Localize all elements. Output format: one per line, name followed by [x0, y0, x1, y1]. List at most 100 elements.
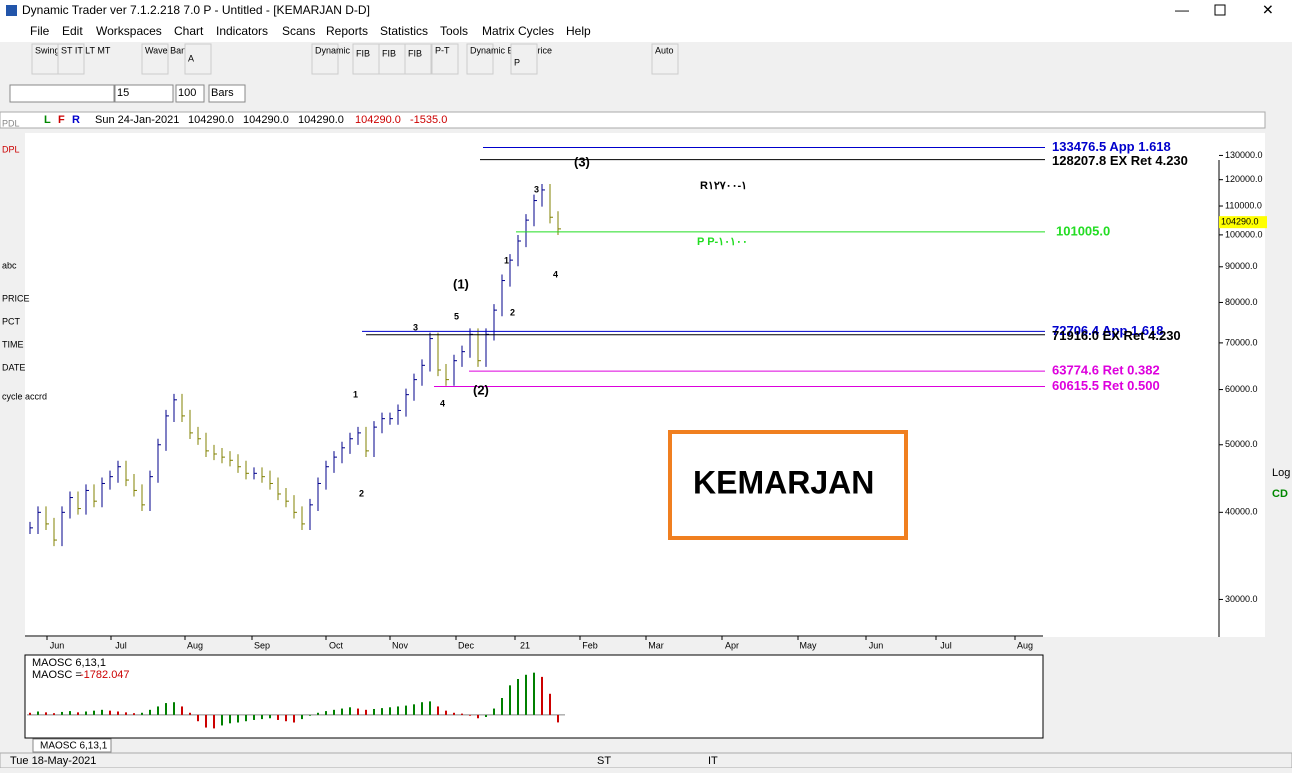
toolbar-label[interactable]: Dynamic Time [315, 45, 372, 55]
menu-item[interactable]: Scans [282, 24, 315, 38]
y-tick-label: 40000.0 [1225, 507, 1258, 517]
y-tick-label: 70000.0 [1225, 337, 1258, 347]
menu-item[interactable]: Workspaces [96, 24, 162, 38]
annotation: 2 [359, 488, 364, 498]
level-label: 128207.8 EX Ret 4.230 [1052, 153, 1188, 168]
annotation: 5 [454, 311, 459, 321]
y-tick-label: 130000.0 [1225, 150, 1263, 160]
x-tick-label: Aug [187, 640, 203, 650]
menu-item[interactable]: Help [566, 24, 591, 38]
side-tool[interactable]: PRICE [2, 293, 30, 303]
status-item: IT [708, 755, 718, 767]
x-tick-label: Aug [1017, 640, 1033, 650]
toolbar-button[interactable] [57, 43, 85, 75]
menu-item[interactable]: Reports [326, 24, 368, 38]
chart-area [25, 133, 1265, 637]
toolbar-button[interactable] [141, 43, 169, 75]
side-tool[interactable]: CD [1272, 488, 1288, 500]
info-low: 104290.0 [298, 114, 344, 126]
toolbar-input-text[interactable]: Bars [211, 87, 234, 99]
level-label: 133476.5 App 1.618 [1052, 139, 1171, 154]
toolbar-input-text[interactable]: 15 [117, 87, 129, 99]
toolbar-label[interactable]: ST IT LT MT [61, 45, 111, 55]
maximize[interactable] [1214, 4, 1226, 16]
toolbar-input[interactable] [175, 84, 205, 103]
x-tick-label: Sep [254, 640, 270, 650]
toolbar-label[interactable]: A [188, 53, 194, 63]
side-tool[interactable]: PDL [2, 118, 20, 128]
x-tick-label: Oct [329, 640, 344, 650]
osc-tab[interactable] [32, 738, 112, 753]
menu-item[interactable]: Tools [440, 24, 468, 38]
level-label: 72706.4 App 1.618 [1052, 323, 1164, 338]
toolbar-input[interactable] [114, 84, 174, 103]
toolbar-input-text[interactable]: 100 [178, 87, 196, 99]
menu-item[interactable]: Indicators [216, 24, 268, 38]
side-tool[interactable]: abc [2, 260, 17, 270]
annotation: R١-١٢٧٠٠ [700, 180, 747, 192]
toolbar-label[interactable]: Swings [35, 45, 65, 55]
toolbar-label[interactable]: FIB [382, 48, 396, 58]
menu-item[interactable]: Statistics [380, 24, 428, 38]
side-tool[interactable]: Log [1272, 467, 1290, 479]
x-tick-label: Nov [392, 640, 409, 650]
toolbar-label[interactable]: FIB [356, 48, 370, 58]
info-close: 104290.0 [355, 114, 401, 126]
toolbar-label[interactable]: FIB [408, 48, 422, 58]
annotation: (2) [473, 382, 489, 397]
level-label: 101005.0 [1056, 223, 1110, 238]
toolbar-label[interactable]: P [514, 57, 520, 67]
toolbar-button[interactable] [311, 43, 339, 75]
menu-item[interactable]: Chart [174, 24, 204, 38]
x-tick-label: Jul [940, 640, 952, 650]
side-tool[interactable]: DPL [2, 144, 20, 154]
side-tool[interactable]: cycle accrd [2, 391, 47, 401]
y-tick-label: 110000.0 [1225, 200, 1262, 210]
x-tick-label: Jul [115, 640, 127, 650]
last-price-label: 104290.0 [1221, 217, 1259, 227]
app-icon [6, 5, 17, 16]
toolbar-label[interactable]: Wave Bands [145, 45, 196, 55]
annotation: P P-١٠١٠٠ [697, 236, 748, 248]
toolbar-label[interactable]: Auto [655, 45, 674, 55]
x-tick-label: 21 [520, 640, 530, 650]
status-date: Tue 18-May-2021 [10, 755, 96, 767]
side-tool[interactable]: TIME [2, 339, 24, 349]
menu-item[interactable]: File [30, 24, 50, 38]
close[interactable]: ✕ [1262, 2, 1274, 18]
toolbar-input[interactable] [9, 84, 115, 103]
toolbar-button[interactable] [466, 43, 494, 75]
osc-readout-label: MAOSC = [32, 669, 82, 681]
window-title: Dynamic Trader ver 7.1.2.218 7.0 P - Unt… [22, 3, 370, 17]
toolbar-input[interactable] [208, 84, 246, 103]
x-tick-label: Dec [458, 640, 475, 650]
y-tick-label: 80000.0 [1225, 297, 1258, 307]
annotation: 4 [553, 269, 558, 279]
toolbar-button[interactable] [651, 43, 679, 75]
toolbar-button[interactable] [378, 43, 406, 75]
watermark-box [668, 430, 908, 540]
side-tool[interactable]: DATE [2, 362, 25, 372]
toolbar-button[interactable] [184, 43, 212, 75]
toolbar-button[interactable] [510, 43, 538, 75]
osc-readout: -1782.047 [80, 669, 130, 681]
x-tick-label: Feb [582, 640, 598, 650]
x-tick-label: Jun [869, 640, 884, 650]
annotation: 1 [353, 389, 358, 399]
toolbar-label[interactable]: P-T [435, 45, 450, 55]
side-tool[interactable]: PCT [2, 316, 21, 326]
minimize[interactable]: — [1175, 2, 1189, 18]
toolbar-button[interactable] [431, 43, 459, 75]
annotation: (3) [574, 154, 590, 169]
toolbar-button[interactable] [404, 43, 432, 75]
level-label: 60615.5 Ret 0.500 [1052, 378, 1160, 393]
menu-item[interactable]: Matrix Cycles [482, 24, 554, 38]
x-tick-label: May [799, 640, 817, 650]
menu-item[interactable]: Edit [62, 24, 83, 38]
menu-bar [0, 22, 1292, 42]
osc-tab-label[interactable]: MAOSC 6,13,1 [40, 741, 108, 752]
annotation: 1 [504, 255, 509, 265]
y-tick-label: 90000.0 [1225, 261, 1258, 271]
toolbar-button[interactable] [352, 43, 380, 75]
